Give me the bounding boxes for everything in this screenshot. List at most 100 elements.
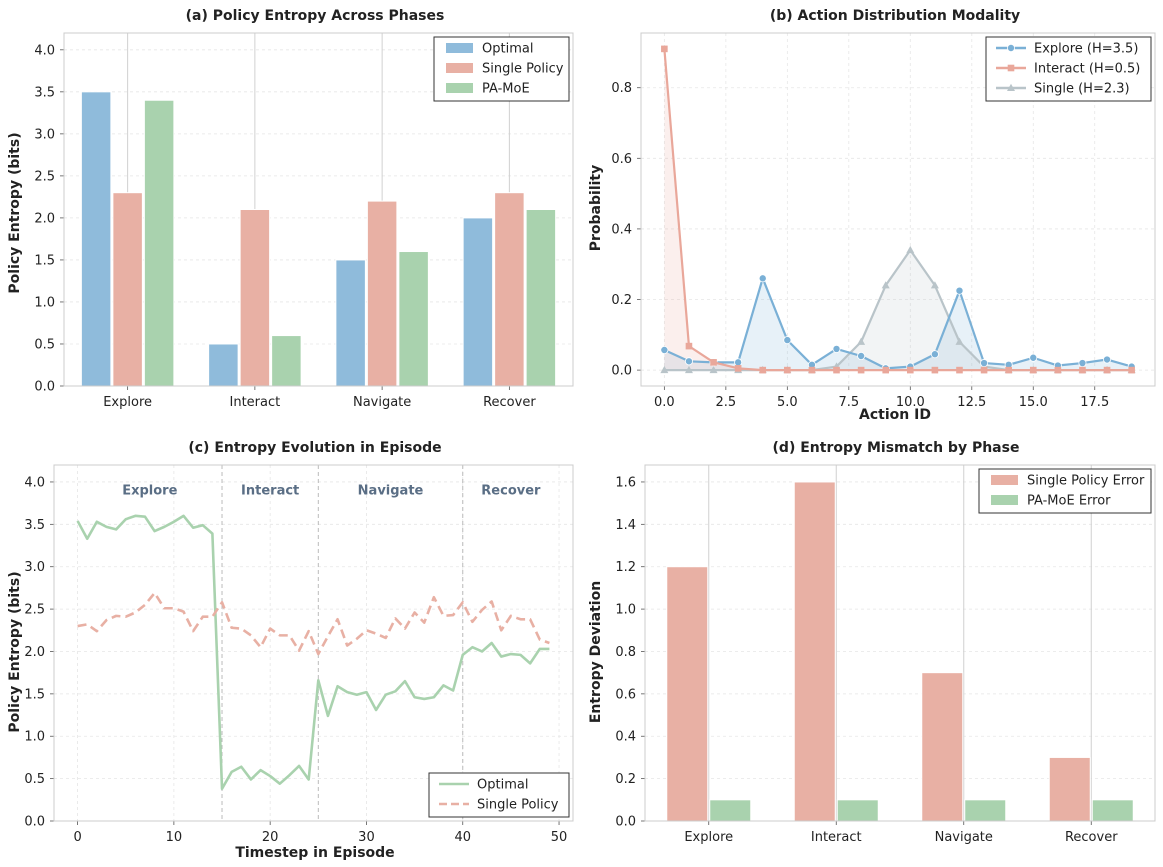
chart-b-point-s1-7 [833, 366, 840, 374]
panel-d-entropy-mismatch: (d) Entropy Mismatch by Phase Entropy De… [588, 440, 1156, 845]
chart-a-bar-s0-c2 [335, 259, 366, 387]
chart-a-legend-label-0: Optimal [482, 42, 533, 57]
chart-c-line-0 [76, 514, 550, 791]
chart-d-bar-s0-c1 [793, 481, 836, 822]
chart-b-xtick-label-2: 5.0 [777, 395, 798, 410]
chart-b-ytick-label-2: 0.4 [611, 222, 632, 237]
chart-d-bar-s0-c3 [1048, 756, 1091, 822]
chart-b-legend-label-0: Explore (H=3.5) [1034, 42, 1138, 57]
chart-b-ytick-label-4: 0.8 [611, 81, 632, 96]
chart-b-point-s2-12 [955, 337, 964, 345]
chart-d-xtick-label-3: Recover [1065, 830, 1118, 845]
chart-b-xtick-label-0: 0.0 [654, 395, 675, 410]
chart-c-ytick-label-2: 1.0 [24, 730, 45, 745]
chart-d-legend-label-0: Single Policy Error [1027, 474, 1145, 489]
chart-a-ylabel: Policy Entropy (bits) [7, 132, 23, 293]
chart-b-point-s0-18 [1103, 355, 1112, 364]
chart-a-legend-swatch-0 [446, 43, 473, 53]
chart-b-point-s0-11 [930, 350, 939, 359]
chart-a-xtick-label-1: Interact [230, 395, 281, 410]
chart-c-ytick-label-7: 3.5 [24, 518, 45, 533]
chart-a-frame [63, 32, 574, 387]
chart-b-xtick-label-4: 10.0 [896, 395, 925, 410]
chart-d-legend: Single Policy Error PA-MoE Error [978, 468, 1152, 514]
chart-b-point-s0-1 [684, 357, 693, 366]
chart-a-title: (a) Policy Entropy Across Phases [186, 8, 445, 24]
chart-a-ytick-label-3: 1.5 [34, 253, 55, 268]
chart-b-point-s0-5 [783, 336, 792, 345]
chart-d-title: (d) Entropy Mismatch by Phase [773, 440, 1020, 456]
chart-c-ytick-label-0: 0.0 [24, 815, 45, 830]
chart-d-bar-s1-c1 [836, 799, 879, 822]
chart-b-ytick-label-3: 0.6 [611, 152, 632, 167]
chart-d-ytick-label-6: 1.2 [615, 560, 636, 575]
chart-b-point-s0-17 [1078, 359, 1087, 368]
chart-c-xlabel: Timestep in Episode [235, 845, 394, 861]
chart-a-ytick-label-8: 4.0 [34, 43, 55, 58]
chart-c-phase-label-1: Interact [241, 484, 299, 499]
chart-a-legend-swatch-1 [446, 63, 473, 73]
chart-c-xtick-label-1: 10 [166, 830, 183, 845]
chart-b-point-s1-11 [931, 366, 939, 374]
chart-a-bar-s0-c0 [80, 91, 112, 387]
chart-a-bar-s2-c0 [143, 99, 175, 387]
chart-b-xtick-label-6: 15.0 [1019, 395, 1048, 410]
chart-c-phase-label-0: Explore [122, 484, 177, 499]
chart-d-bar-s0-c0 [666, 566, 709, 822]
chart-b-legend-label-1: Interact (H=0.5) [1034, 62, 1140, 77]
chart-c-ytick-label-3: 1.5 [24, 687, 45, 702]
chart-b-line-0 [663, 277, 1132, 370]
chart-d-bar-s1-c0 [709, 799, 752, 822]
chart-b-point-s2-0 [660, 365, 669, 374]
chart-d-legend-swatch-0 [991, 475, 1018, 485]
chart-b-xtick-label-3: 7.5 [838, 395, 859, 410]
chart-a-xtick-label-3: Recover [483, 395, 536, 410]
chart-b-point-s1-19 [1128, 366, 1135, 374]
chart-a-ytick-label-5: 2.5 [34, 169, 55, 184]
chart-d-bar-s1-c2 [964, 799, 1007, 822]
chart-b-point-s2-2 [709, 365, 718, 374]
chart-b-point-s0-13 [980, 359, 989, 368]
chart-b-point-s1-3 [734, 365, 742, 372]
chart-b-point-s1-18 [1103, 366, 1111, 374]
chart-d-ytick-label-7: 1.4 [615, 518, 636, 533]
chart-b-area-0 [664, 278, 1132, 371]
chart-a-xtick-label-0: Explore [103, 395, 152, 410]
chart-d-legend-label-1: PA-MoE Error [1027, 494, 1111, 509]
chart-a-ytick-label-7: 3.5 [34, 85, 55, 100]
chart-b-point-s0-4 [758, 274, 767, 283]
chart-d-ytick-label-8: 1.6 [615, 475, 636, 490]
chart-c-ytick-label-1: 0.5 [24, 772, 45, 787]
chart-d-ytick-label-2: 0.4 [615, 730, 636, 745]
chart-a-bar-s1-c0 [112, 192, 143, 387]
chart-a-ytick-label-1: 0.5 [34, 337, 55, 352]
chart-b-point-s1-14 [1005, 366, 1012, 374]
chart-a-bar-s0-c1 [208, 343, 239, 387]
chart-a-bar-s1-c1 [239, 209, 271, 387]
chart-b-ytick-label-1: 0.2 [611, 293, 632, 308]
chart-b-xtick-label-7: 17.5 [1080, 395, 1109, 410]
chart-b-line-1 [663, 48, 1132, 372]
chart-b-point-s1-5 [784, 366, 791, 374]
chart-c-ytick-label-4: 2.0 [24, 645, 45, 660]
chart-b-point-s0-3 [734, 358, 743, 367]
chart-d-bar-s1-c3 [1091, 799, 1134, 822]
chart-d-ylabel: Entropy Deviation [588, 581, 604, 723]
chart-c-xtick-label-5: 50 [551, 830, 568, 845]
chart-c-phase-label-3: Recover [481, 484, 541, 499]
chart-a-legend-label-1: Single Policy [482, 62, 564, 77]
chart-a-legend-swatch-2 [446, 83, 473, 93]
chart-a-legend-label-2: PA-MoE [482, 82, 530, 97]
chart-a-ytick-label-4: 2.0 [34, 211, 55, 226]
chart-b-point-s2-8 [857, 337, 866, 345]
chart-b-legend: Explore (H=3.5) Interact (H=0.5) Single (H… [985, 36, 1152, 102]
chart-b-point-s1-8 [857, 366, 865, 374]
panel-c-entropy-evolution: (c) Entropy Evolution in Episode Policy … [7, 440, 574, 861]
chart-d-legend-swatch-1 [991, 495, 1018, 505]
chart-a-xtick-label-2: Navigate [353, 395, 411, 410]
chart-c-frame [53, 464, 574, 822]
panel-b-action-distribution: (b) Action Distribution Modality Probabi… [588, 8, 1156, 423]
chart-b-point-s2-10 [906, 245, 915, 254]
chart-b-point-s1-16 [1054, 366, 1062, 374]
